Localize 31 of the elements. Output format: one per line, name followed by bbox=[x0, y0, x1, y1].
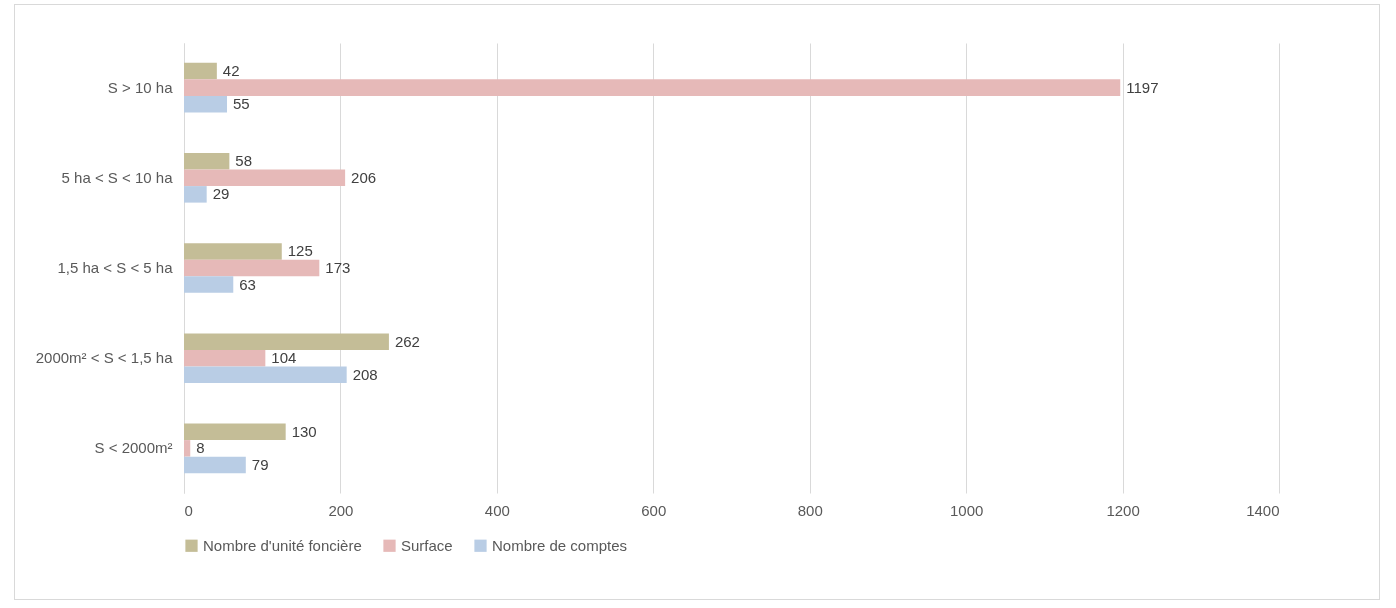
x-tick-label: 1400 bbox=[1246, 501, 1280, 519]
legend-label: Nombre d'unité foncière bbox=[203, 536, 362, 554]
x-tick-label: 400 bbox=[484, 501, 510, 519]
data-label: 63 bbox=[239, 275, 256, 293]
data-label: 208 bbox=[352, 365, 378, 383]
data-label: 79 bbox=[251, 455, 269, 473]
legend-label: Nombre de comptes bbox=[492, 536, 628, 554]
y-tick-label: S < 2000m² bbox=[94, 439, 173, 457]
y-tick-label: 1,5 ha < S < 5 ha bbox=[57, 259, 174, 276]
x-tick-label: 1000 bbox=[949, 501, 984, 519]
data-label: 8 bbox=[196, 439, 205, 457]
y-tick-label: 5 ha < S < 10 ha bbox=[61, 168, 174, 186]
data-label: 104 bbox=[271, 349, 297, 367]
data-label: 58 bbox=[235, 152, 253, 170]
x-tick-label: 0 bbox=[184, 501, 193, 519]
y-tick-label: S > 10 ha bbox=[107, 78, 174, 96]
data-label: 55 bbox=[233, 95, 250, 113]
x-tick-label: 200 bbox=[328, 501, 354, 519]
data-label: 125 bbox=[287, 242, 313, 260]
data-label: 1197 bbox=[1126, 78, 1159, 96]
x-tick-label: 800 bbox=[797, 501, 823, 519]
data-label: 29 bbox=[212, 185, 230, 203]
legend-label: Surface bbox=[401, 536, 453, 554]
x-tick-label: 600 bbox=[641, 501, 667, 519]
data-label: 173 bbox=[325, 259, 351, 276]
y-tick-label: 2000m² < S < 1,5 ha bbox=[35, 349, 174, 367]
data-label: 206 bbox=[351, 168, 377, 186]
data-label: 262 bbox=[394, 332, 420, 350]
data-label: 130 bbox=[291, 422, 317, 440]
x-tick-label: 1200 bbox=[1106, 501, 1140, 519]
data-label: 42 bbox=[222, 62, 240, 80]
